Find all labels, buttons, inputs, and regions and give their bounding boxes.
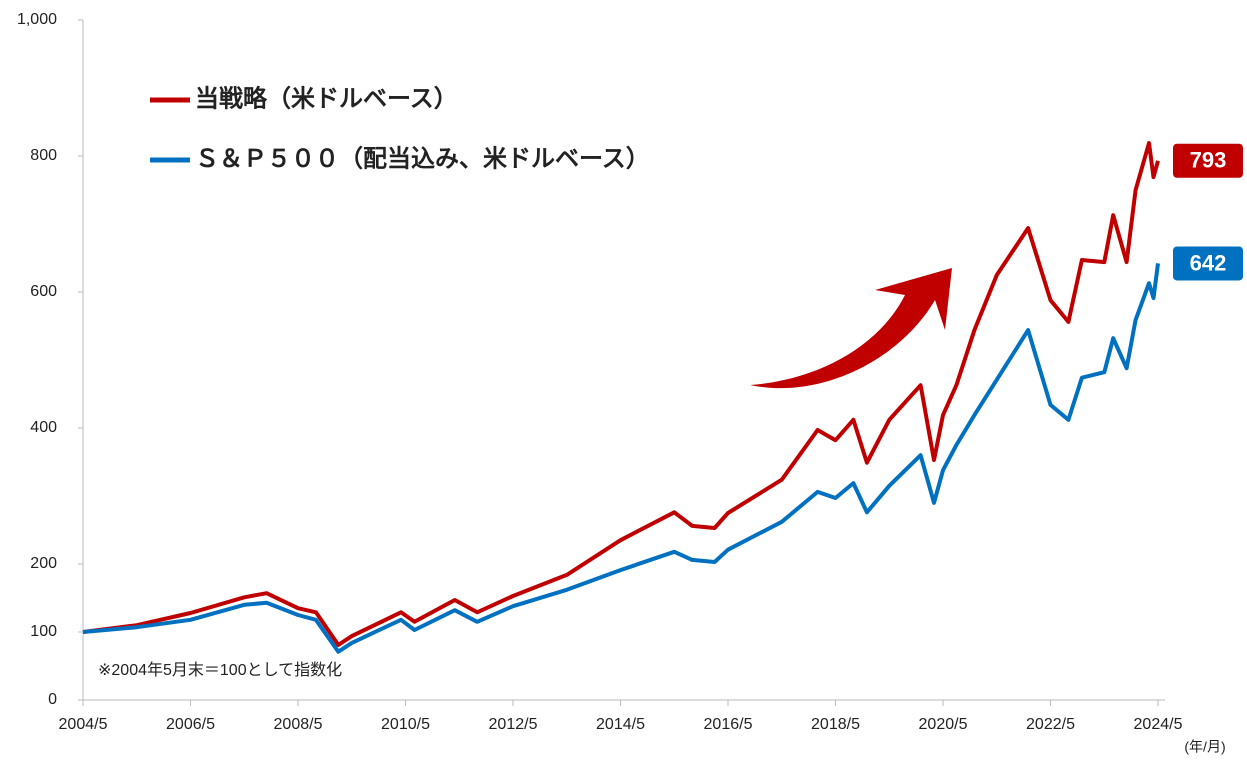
annotation: ※2004年5月末＝100として指数化 <box>98 661 342 679</box>
legend-label: 当戦略（米ドルベース） <box>195 84 458 112</box>
y-tick-label: 0 <box>48 691 57 708</box>
trend-arrow <box>750 268 952 389</box>
y-tick-label: 200 <box>30 555 57 572</box>
x-tick-label: 2020/5 <box>919 716 968 733</box>
end-label: 642 <box>1190 250 1227 275</box>
y-tick-label: 1,000 <box>17 11 57 28</box>
series-line <box>82 263 1160 654</box>
x-tick-label: 2006/5 <box>166 716 215 733</box>
x-tick-label: 2022/5 <box>1026 716 1075 733</box>
end-label-box <box>1173 143 1243 178</box>
x-tick-label: 2014/5 <box>596 716 645 733</box>
y-tick-label: 400 <box>30 419 57 436</box>
x-tick-label: 2010/5 <box>381 716 430 733</box>
y-tick-label: 600 <box>30 283 57 300</box>
x-tick-label: 2024/5 <box>1134 716 1183 733</box>
x-tick-label: 2004/5 <box>59 716 108 733</box>
end-label-box <box>1173 246 1243 281</box>
x-tick-label: 2008/5 <box>274 716 323 733</box>
series-line <box>82 141 1160 647</box>
x-tick-label: 2018/5 <box>811 716 860 733</box>
end-label: 793 <box>1190 148 1227 173</box>
legend-label: Ｓ＆Ｐ５００（配当込み、米ドルベース） <box>195 145 650 172</box>
x-tick-label: 2012/5 <box>489 716 538 733</box>
y-tick-label: 800 <box>30 147 57 164</box>
x-tick-label: 2016/5 <box>704 716 753 733</box>
x-axis-label: (年/月) <box>1184 739 1225 755</box>
y-tick-label: 100 <box>30 623 57 640</box>
